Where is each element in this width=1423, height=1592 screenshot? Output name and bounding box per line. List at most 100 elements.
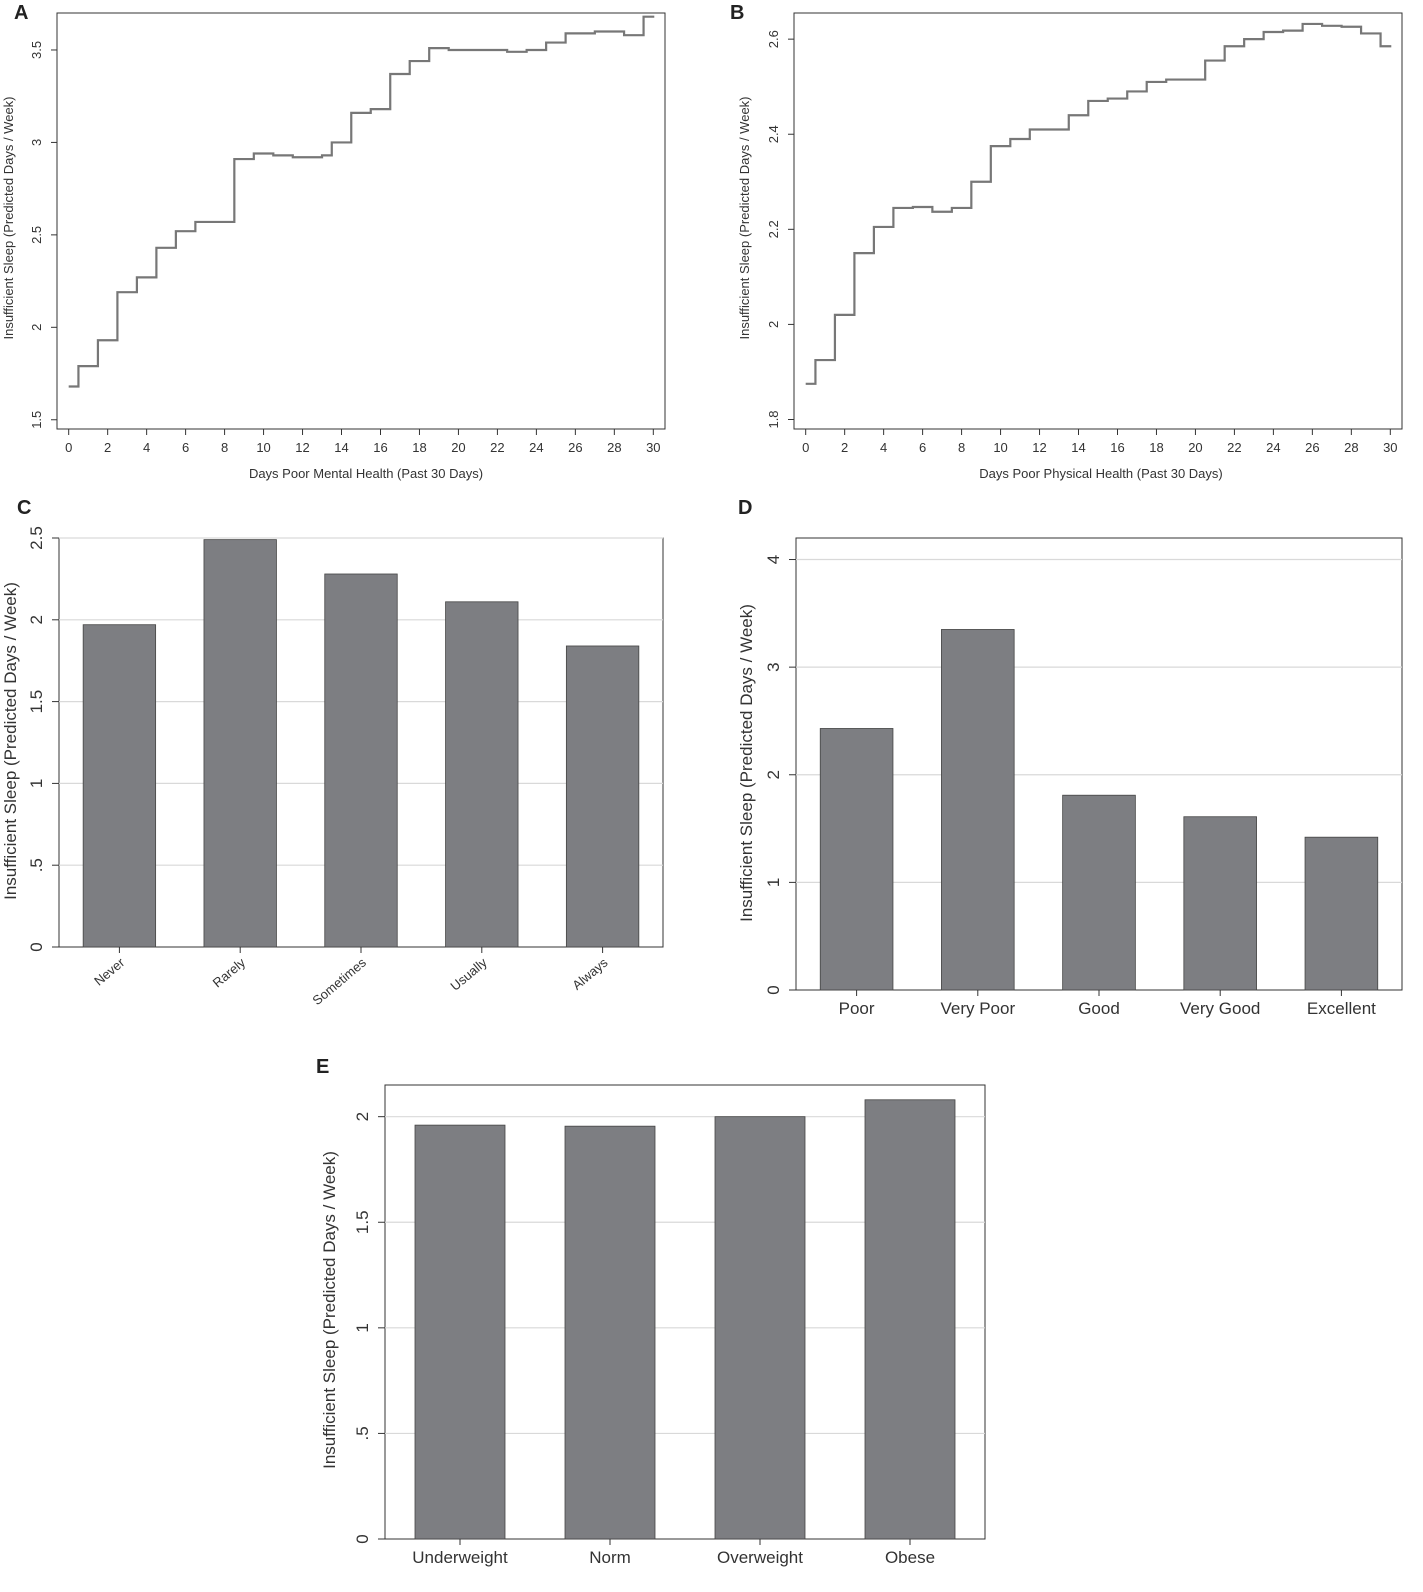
x-axis-label: Days Poor Mental Health (Past 30 Days) <box>249 466 483 481</box>
x-tick-label: 24 <box>529 440 543 455</box>
y-tick-label: 1 <box>353 1323 372 1332</box>
panel-letter-e: E <box>316 1056 329 1078</box>
y-axis-label: Insufficient Sleep (Predicted Days / Wee… <box>1 582 20 900</box>
x-tick-label: 0 <box>802 440 809 455</box>
panel-letter-c: C <box>17 497 31 519</box>
x-tick-label: 26 <box>568 440 582 455</box>
x-tick-label: 24 <box>1266 440 1280 455</box>
panel-letter-d: D <box>738 497 752 519</box>
tick-layer: 0 2 4 6 8 10 12 14 16 18 20 22 24 26 28 301.822.22.42.6 <box>766 30 1398 455</box>
x-tick-label: Obese <box>885 1548 935 1567</box>
panel-a: A 0 2 4 6 8 10 12 14 16 18 20 22 24 26 28 301.522.533.5… <box>1 2 666 481</box>
x-tick-label: 0 <box>65 440 72 455</box>
x-tick-label: Very Poor <box>940 999 1015 1018</box>
y-tick-label: 4 <box>764 555 783 564</box>
x-tick-label: Overweight <box>717 1548 803 1567</box>
x-tick-label: Underweight <box>412 1548 508 1567</box>
y-tick-label: 2.2 <box>766 220 781 238</box>
y-tick-label: 1.5 <box>353 1210 372 1234</box>
y-tick-label: 1.5 <box>27 690 46 714</box>
plot-frame <box>793 12 1403 430</box>
x-tick-label: 28 <box>607 440 621 455</box>
x-tick-label: 16 <box>1110 440 1124 455</box>
y-axis-label: Insufficient Sleep (Predicted Days / Wee… <box>737 604 756 922</box>
x-tick-label: 10 <box>993 440 1007 455</box>
bar <box>565 645 640 948</box>
y-axis-label: Insufficient Sleep (Predicted Days / Wee… <box>320 1151 339 1469</box>
bar <box>819 728 894 991</box>
bar <box>414 1124 506 1540</box>
panel-letter-b: B <box>730 2 744 24</box>
panel-c: C 0 .5 1 1.5 2 2.5 Never Rarely Sometimes Usually… <box>1 497 664 1008</box>
bar-layer <box>414 1099 956 1540</box>
y-tick-label: 2.4 <box>766 125 781 143</box>
bar <box>324 573 398 948</box>
bar <box>564 1125 656 1540</box>
x-tick-label: 18 <box>1149 440 1163 455</box>
y-tick-label: .5 <box>353 1426 372 1440</box>
plot-frame <box>56 12 666 430</box>
x-tick-label: Usually <box>447 954 490 993</box>
tick-layer: 0 1 2 3 4 Poor Very Poor Good Very Good Excellent <box>764 555 1376 1018</box>
x-tick-label: 2 <box>104 440 111 455</box>
tick-layer: 0 .5 1 1.5 2 Underweight Norm Overweight Obese <box>353 1112 935 1567</box>
x-tick-label: 30 <box>646 440 660 455</box>
y-tick-label: 0 <box>353 1534 372 1543</box>
panel-e: E 0 .5 1 1.5 2 Underweight Norm Overweight Obese… <box>316 1056 986 1567</box>
y-axis-label: Insufficient Sleep (Predicted Days / Wee… <box>1 96 16 339</box>
x-tick-label: 28 <box>1344 440 1358 455</box>
y-tick-label: .5 <box>27 858 46 872</box>
series-line <box>805 22 1392 385</box>
y-tick-label: 0 <box>27 942 46 951</box>
y-tick-label: 2.5 <box>29 226 44 244</box>
x-tick-label: 20 <box>451 440 465 455</box>
x-tick-label: 26 <box>1305 440 1319 455</box>
panel-d: D 0 1 2 3 4 Poor Very Poor Good Very Good Excelle… <box>737 497 1403 1018</box>
x-tick-label: Sometimes <box>309 954 369 1008</box>
x-tick-label: 12 <box>295 440 309 455</box>
y-tick-label: 2 <box>27 615 46 624</box>
tick-layer: 0 2 4 6 8 10 12 14 16 18 20 22 24 26 28 301.522.533.5 <box>29 41 661 455</box>
x-tick-label: 20 <box>1188 440 1202 455</box>
y-tick-label: 1.5 <box>29 411 44 429</box>
bar-layer <box>819 629 1379 991</box>
bar-layer <box>82 539 640 948</box>
x-axis-label: Days Poor Physical Health (Past 30 Days) <box>979 466 1222 481</box>
x-tick-label: Good <box>1078 999 1120 1018</box>
panel-letter-a: A <box>14 2 28 24</box>
y-tick-label: 2 <box>764 770 783 779</box>
y-tick-label: 3 <box>29 139 44 146</box>
y-axis-label: Insufficient Sleep (Predicted Days / Wee… <box>737 96 752 339</box>
x-tick-label: 2 <box>841 440 848 455</box>
y-tick-label: 2 <box>29 324 44 331</box>
y-tick-label: 2.6 <box>766 30 781 48</box>
y-tick-label: 1 <box>764 878 783 887</box>
bar <box>203 539 277 948</box>
x-tick-label: 30 <box>1383 440 1397 455</box>
x-tick-label: 6 <box>919 440 926 455</box>
y-tick-label: 0 <box>764 985 783 994</box>
plot-frame <box>384 1084 986 1540</box>
x-tick-label: Excellent <box>1307 999 1376 1018</box>
x-tick-label: 4 <box>880 440 887 455</box>
x-tick-label: 8 <box>221 440 228 455</box>
x-tick-label: 14 <box>334 440 348 455</box>
y-tick-label: 2.5 <box>27 526 46 550</box>
x-tick-label: 10 <box>256 440 270 455</box>
x-tick-label: 4 <box>143 440 150 455</box>
x-tick-label: 18 <box>412 440 426 455</box>
bar <box>1062 794 1136 991</box>
x-tick-label: Always <box>569 954 611 992</box>
y-tick-label: 3 <box>764 662 783 671</box>
y-tick-label: 2 <box>766 321 781 328</box>
y-tick-label: 1.8 <box>766 410 781 428</box>
series-line <box>68 15 655 388</box>
bar <box>714 1116 806 1540</box>
y-tick-label: 3.5 <box>29 41 44 59</box>
x-tick-label: 16 <box>373 440 387 455</box>
bar <box>1183 816 1257 991</box>
x-tick-label: 6 <box>182 440 189 455</box>
bar <box>1304 836 1379 991</box>
x-tick-label: Poor <box>839 999 875 1018</box>
